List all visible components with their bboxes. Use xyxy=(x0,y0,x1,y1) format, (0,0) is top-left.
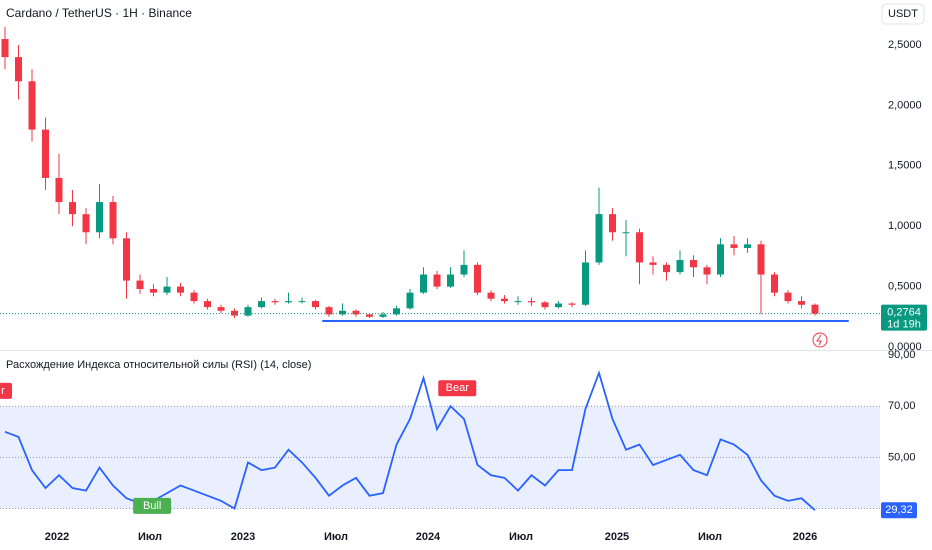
chart-title: Cardano / TetherUS · 1H · Binance xyxy=(6,6,192,20)
candle-body xyxy=(622,232,630,234)
x-tick-label: Июл xyxy=(509,531,533,543)
candle-body xyxy=(541,302,549,308)
candle-body xyxy=(636,232,643,263)
candle-body xyxy=(595,214,603,263)
candle-body xyxy=(460,264,468,275)
candle-body xyxy=(82,214,90,233)
divergence-box xyxy=(0,382,13,399)
countdown: 1d 19h xyxy=(887,319,921,331)
x-tick-label: 2023 xyxy=(231,531,255,543)
alert-bolt xyxy=(816,334,822,346)
candle-body xyxy=(528,301,535,303)
candle-body xyxy=(474,264,481,293)
x-tick-label: Июл xyxy=(138,531,162,543)
candle-body xyxy=(798,301,805,305)
x-tick-label: Июл xyxy=(324,531,348,543)
last-price-box xyxy=(881,304,927,331)
candle-body xyxy=(501,298,508,302)
y-tick-label: 70,00 xyxy=(888,400,916,412)
y-tick-label: 0,0000 xyxy=(888,341,922,353)
rsi-last-label: 29,32 xyxy=(885,504,913,516)
candle-body xyxy=(433,274,441,287)
currency-button[interactable] xyxy=(881,3,925,25)
y-tick-label: 90,00 xyxy=(888,349,916,361)
candle-body xyxy=(150,289,157,293)
candle-body xyxy=(15,57,22,82)
candle-body xyxy=(163,286,171,293)
y-tick-label: 50,00 xyxy=(888,451,916,463)
candle-body xyxy=(366,314,373,317)
candle-body xyxy=(420,274,427,293)
candle-body xyxy=(190,292,198,302)
candle-body xyxy=(352,310,360,315)
candle-body xyxy=(258,301,265,308)
alert-icon[interactable] xyxy=(812,332,828,348)
candle-body xyxy=(96,202,103,233)
candle-body xyxy=(109,202,117,239)
candle-body xyxy=(55,177,63,203)
candle-body xyxy=(312,301,319,308)
last-price-label: 0,2764 xyxy=(887,307,921,319)
candle-body xyxy=(784,292,792,302)
candle-body xyxy=(757,244,765,275)
candle-body xyxy=(123,238,130,281)
candle-body xyxy=(244,307,252,316)
candle-body xyxy=(676,260,684,273)
candle-body xyxy=(28,81,36,130)
x-tick-label: 2025 xyxy=(605,531,629,543)
candle-body xyxy=(690,260,697,268)
candle-body xyxy=(204,301,211,308)
candle-body xyxy=(406,292,414,309)
candle-body xyxy=(298,301,306,303)
candle-body xyxy=(744,244,751,248)
candle-body xyxy=(271,301,279,303)
candle-body xyxy=(1,39,9,58)
x-tick-label: Июл xyxy=(698,531,722,543)
candle-body xyxy=(379,314,387,317)
y-tick-label: 1,0000 xyxy=(888,220,922,232)
candle-body xyxy=(771,274,778,293)
divergence-label: Bear xyxy=(446,382,470,394)
candle-body xyxy=(811,304,819,314)
candle-body xyxy=(649,262,657,265)
candle-body xyxy=(285,301,292,303)
x-tick-label: 2026 xyxy=(793,531,817,543)
candle-body xyxy=(730,244,738,248)
candle-body xyxy=(609,214,616,233)
divergence-label: r xyxy=(1,385,5,397)
y-tick-label: 2,5000 xyxy=(888,39,922,51)
rsi-last-box xyxy=(881,502,917,519)
candle-body xyxy=(339,310,346,315)
divergence-label: Bull xyxy=(143,500,161,512)
candle-body xyxy=(568,303,576,305)
candle-body xyxy=(325,307,333,315)
candle-body xyxy=(487,292,495,299)
y-tick-label: 1,5000 xyxy=(888,160,922,172)
divergence-box xyxy=(133,497,172,514)
y-tick-label: 0,5000 xyxy=(888,281,922,293)
candle-body xyxy=(393,308,400,315)
x-tick-label: 2022 xyxy=(45,531,69,543)
candle-body xyxy=(514,301,522,303)
rsi-title: Расхождение Индекса относительной силы (… xyxy=(6,359,311,371)
candle-body xyxy=(42,129,49,178)
candle-body xyxy=(447,274,454,287)
candle-body xyxy=(663,264,670,273)
candle-body xyxy=(703,267,711,275)
candle-body xyxy=(582,262,589,305)
candle-body xyxy=(177,286,184,293)
divergence-box xyxy=(438,380,477,397)
x-tick-label: 2024 xyxy=(416,531,441,543)
candle-body xyxy=(136,280,144,290)
y-tick-label: 2,0000 xyxy=(888,99,922,111)
currency[interactable]: USDT xyxy=(888,8,918,20)
candle-body xyxy=(69,202,76,215)
candle-body xyxy=(717,244,724,275)
candle-body xyxy=(217,307,225,311)
candle-body xyxy=(555,303,562,308)
